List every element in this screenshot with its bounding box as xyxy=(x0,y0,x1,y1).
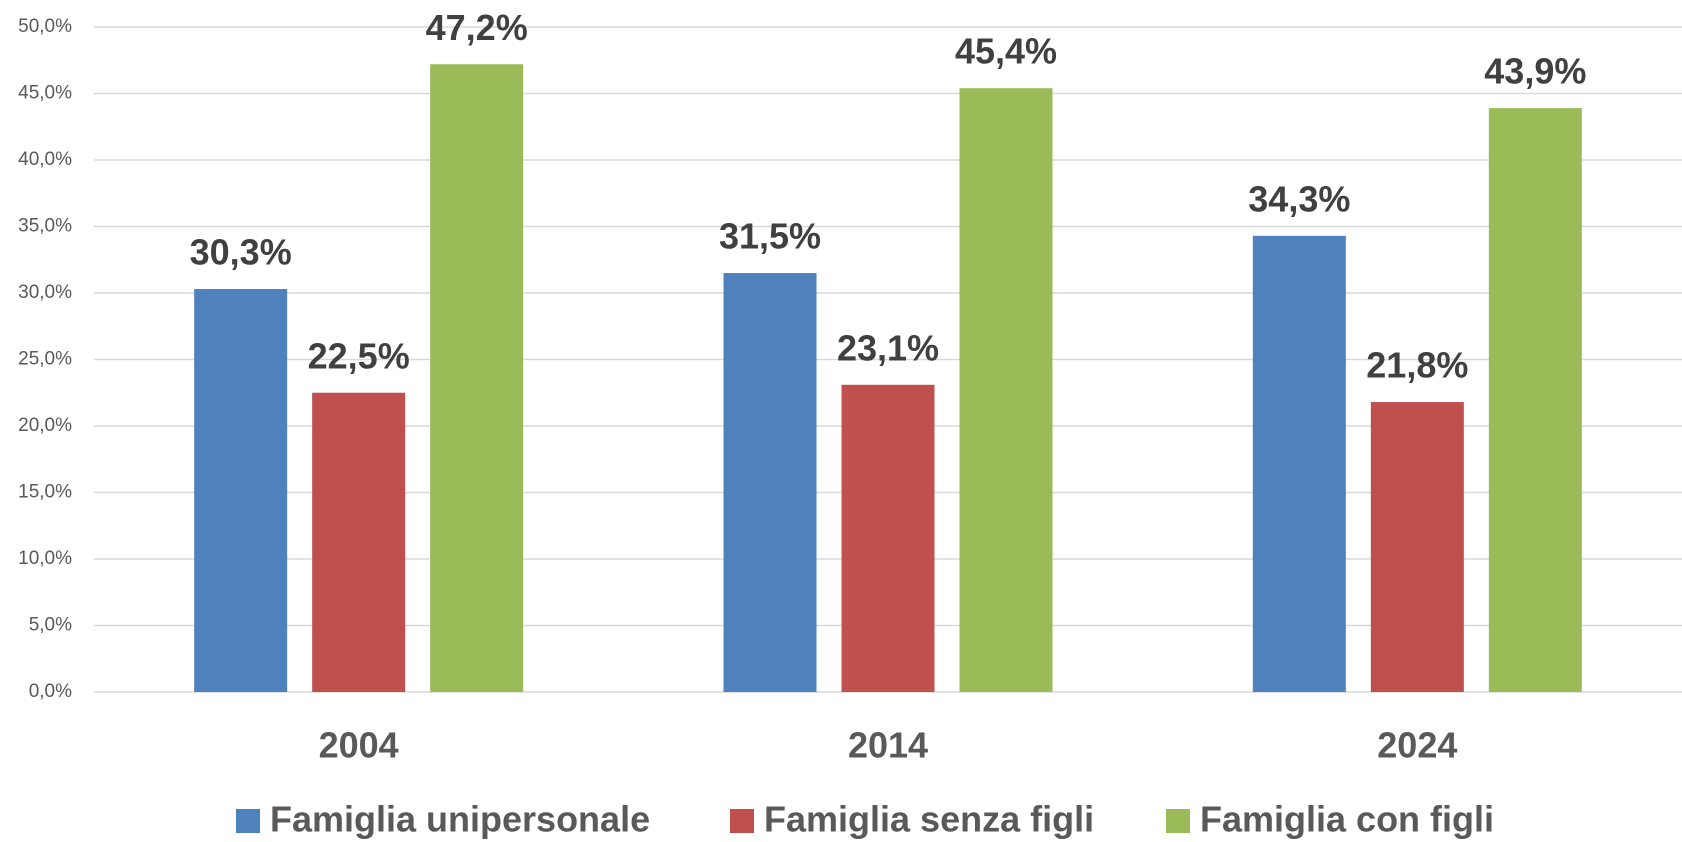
y-tick-label: 40,0% xyxy=(18,149,72,170)
x-tick-label: 2004 xyxy=(319,725,399,766)
bar xyxy=(1370,402,1464,692)
data-label: 22,5% xyxy=(308,335,410,376)
bar xyxy=(194,289,288,692)
bar xyxy=(723,273,817,692)
bar xyxy=(841,384,935,692)
legend-label: Famiglia senza figli xyxy=(764,799,1094,840)
data-label: 43,9% xyxy=(1484,51,1586,92)
bar xyxy=(1252,235,1346,692)
y-tick-label: 15,0% xyxy=(18,482,72,503)
y-tick-label: 10,0% xyxy=(18,548,72,569)
data-label: 47,2% xyxy=(426,7,528,48)
bar xyxy=(1488,108,1582,692)
y-tick-label: 25,0% xyxy=(18,349,72,370)
legend-swatch xyxy=(1166,809,1190,833)
y-tick-label: 30,0% xyxy=(18,282,72,303)
legend-label: Famiglia unipersonale xyxy=(270,799,650,840)
y-tick-label: 50,0% xyxy=(18,16,72,37)
data-label: 21,8% xyxy=(1366,345,1468,386)
y-tick-label: 45,0% xyxy=(18,83,72,104)
data-label: 45,4% xyxy=(955,31,1057,72)
x-tick-label: 2014 xyxy=(848,725,928,766)
legend-swatch xyxy=(236,809,260,833)
y-tick-label: 35,0% xyxy=(18,216,72,237)
bar xyxy=(959,88,1053,693)
y-tick-label: 5,0% xyxy=(29,615,72,636)
y-tick-label: 20,0% xyxy=(18,415,72,436)
bar xyxy=(312,392,406,692)
data-label: 31,5% xyxy=(719,216,821,257)
data-label: 34,3% xyxy=(1248,178,1350,219)
bar xyxy=(430,64,524,693)
legend-label: Famiglia con figli xyxy=(1200,799,1494,840)
x-tick-label: 2024 xyxy=(1377,725,1457,766)
data-label: 23,1% xyxy=(837,327,939,368)
data-label: 30,3% xyxy=(190,232,292,273)
legend-swatch xyxy=(730,809,754,833)
y-tick-label: 0,0% xyxy=(29,681,72,702)
